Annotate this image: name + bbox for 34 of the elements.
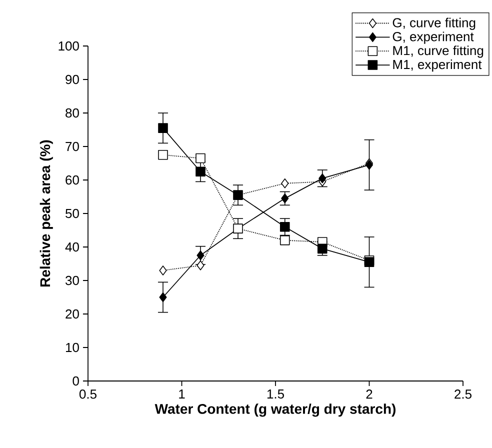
y-tick-label: 0 bbox=[72, 376, 79, 386]
point bbox=[281, 194, 289, 204]
point bbox=[159, 292, 167, 302]
x-axis-title: Water Content (g water/g dry starch) bbox=[154, 404, 396, 417]
x-tick-label: 0.5 bbox=[79, 390, 96, 399]
x-tick-label: 2.5 bbox=[454, 390, 472, 399]
point bbox=[280, 235, 290, 246]
y-tick-label: 10 bbox=[66, 342, 79, 352]
y-tick-label: 30 bbox=[66, 276, 79, 286]
point bbox=[196, 153, 206, 164]
legend-label: M1, curve fitting bbox=[393, 46, 484, 58]
y-tick-label: 60 bbox=[66, 175, 79, 185]
y-axis-title: Relative peak area (%) bbox=[40, 140, 53, 286]
legend-label: G, curve fitting bbox=[392, 18, 476, 30]
point bbox=[196, 260, 204, 270]
y-tick-label: 90 bbox=[66, 74, 79, 84]
legend-label: M1, experiment bbox=[393, 60, 482, 72]
point bbox=[318, 173, 326, 184]
point bbox=[196, 166, 206, 177]
point bbox=[280, 222, 290, 232]
y-tick-label: 80 bbox=[66, 108, 79, 118]
x-tick-label: 1.5 bbox=[267, 390, 284, 399]
y-tick-label: 20 bbox=[66, 309, 79, 319]
point bbox=[158, 123, 168, 133]
legend-label: G, experiment bbox=[392, 32, 474, 44]
x-tick-label: 2 bbox=[366, 390, 372, 399]
y-tick-label: 100 bbox=[58, 41, 79, 51]
x-tick-label: 1 bbox=[179, 390, 185, 398]
point bbox=[159, 266, 167, 276]
point bbox=[196, 250, 204, 260]
point bbox=[281, 178, 289, 188]
y-tick-label: 40 bbox=[65, 242, 79, 252]
y-tick-label: 70 bbox=[66, 142, 79, 152]
y-tick-label: 50 bbox=[66, 208, 79, 218]
